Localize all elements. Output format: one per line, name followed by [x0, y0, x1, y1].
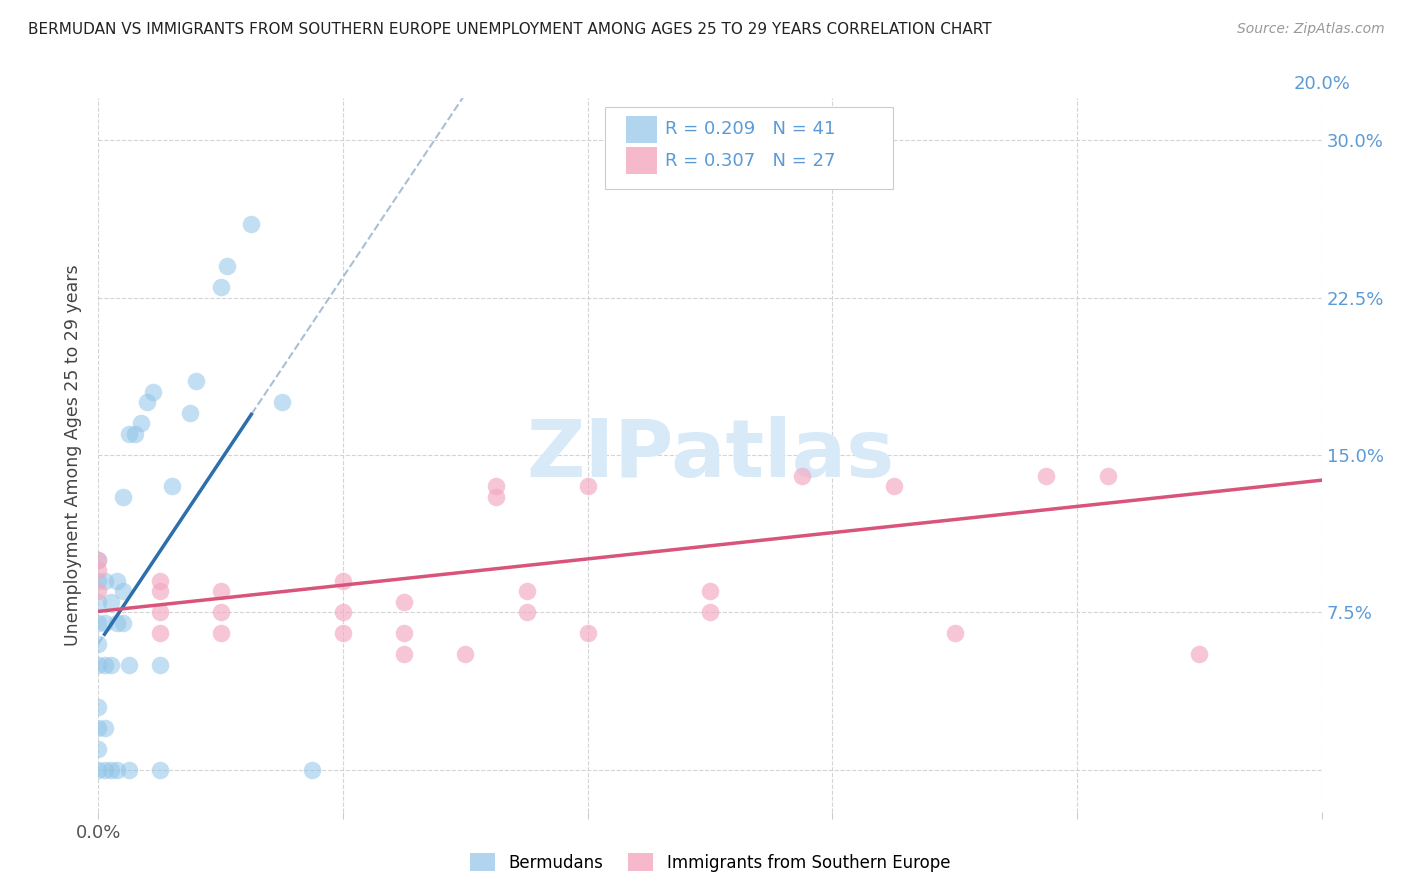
- Point: [149, 626, 172, 640]
- Point: [790, 469, 813, 483]
- Point: [118, 657, 141, 672]
- Point: [136, 395, 159, 409]
- Point: [332, 605, 354, 619]
- Point: [392, 626, 416, 640]
- Point: [883, 479, 905, 493]
- Point: [93, 763, 115, 777]
- Point: [87, 553, 110, 567]
- Point: [105, 615, 128, 630]
- Text: Source: ZipAtlas.com: Source: ZipAtlas.com: [1237, 22, 1385, 37]
- Point: [149, 657, 172, 672]
- Point: [87, 615, 110, 630]
- Point: [392, 595, 416, 609]
- Point: [699, 584, 721, 599]
- Point: [129, 417, 152, 431]
- Point: [142, 384, 165, 399]
- Point: [100, 763, 122, 777]
- Point: [93, 615, 115, 630]
- Point: [215, 259, 238, 273]
- Text: ZIPatlas: ZIPatlas: [526, 416, 894, 494]
- Point: [392, 648, 416, 662]
- Point: [118, 426, 141, 441]
- Point: [149, 574, 172, 588]
- Point: [149, 763, 172, 777]
- Point: [87, 721, 110, 735]
- Point: [485, 490, 508, 504]
- Point: [301, 763, 323, 777]
- Point: [209, 605, 232, 619]
- Point: [576, 626, 599, 640]
- Point: [87, 574, 110, 588]
- Point: [270, 395, 292, 409]
- Point: [186, 375, 208, 389]
- Point: [87, 584, 110, 599]
- Point: [209, 626, 232, 640]
- Legend: Bermudans, Immigrants from Southern Europe: Bermudans, Immigrants from Southern Euro…: [464, 847, 956, 879]
- Point: [454, 648, 477, 662]
- Point: [87, 553, 110, 567]
- Point: [209, 584, 232, 599]
- Point: [111, 584, 134, 599]
- Point: [1188, 648, 1211, 662]
- Point: [100, 657, 122, 672]
- Point: [209, 280, 232, 294]
- Point: [124, 426, 146, 441]
- Text: R = 0.209   N = 41: R = 0.209 N = 41: [665, 120, 835, 138]
- Point: [179, 406, 201, 420]
- Point: [93, 574, 115, 588]
- Point: [516, 584, 538, 599]
- Point: [87, 595, 110, 609]
- Point: [516, 605, 538, 619]
- Point: [160, 479, 183, 493]
- Point: [576, 479, 599, 493]
- Point: [111, 490, 134, 504]
- Point: [149, 605, 172, 619]
- Point: [105, 763, 128, 777]
- Text: BERMUDAN VS IMMIGRANTS FROM SOUTHERN EUROPE UNEMPLOYMENT AMONG AGES 25 TO 29 YEA: BERMUDAN VS IMMIGRANTS FROM SOUTHERN EUR…: [28, 22, 991, 37]
- Point: [149, 584, 172, 599]
- Point: [87, 563, 110, 577]
- Point: [240, 217, 263, 231]
- Point: [87, 699, 110, 714]
- Point: [332, 574, 354, 588]
- Point: [1097, 469, 1119, 483]
- Point: [821, 144, 844, 158]
- Point: [111, 615, 134, 630]
- Point: [87, 741, 110, 756]
- Point: [118, 763, 141, 777]
- Y-axis label: Unemployment Among Ages 25 to 29 years: Unemployment Among Ages 25 to 29 years: [65, 264, 83, 646]
- Point: [87, 763, 110, 777]
- Point: [699, 605, 721, 619]
- Point: [332, 626, 354, 640]
- Point: [485, 479, 508, 493]
- Point: [93, 721, 115, 735]
- Text: R = 0.307   N = 27: R = 0.307 N = 27: [665, 152, 835, 169]
- Point: [87, 637, 110, 651]
- Point: [93, 657, 115, 672]
- Point: [943, 626, 966, 640]
- Point: [105, 574, 128, 588]
- Point: [87, 657, 110, 672]
- Point: [1035, 469, 1057, 483]
- Point: [100, 595, 122, 609]
